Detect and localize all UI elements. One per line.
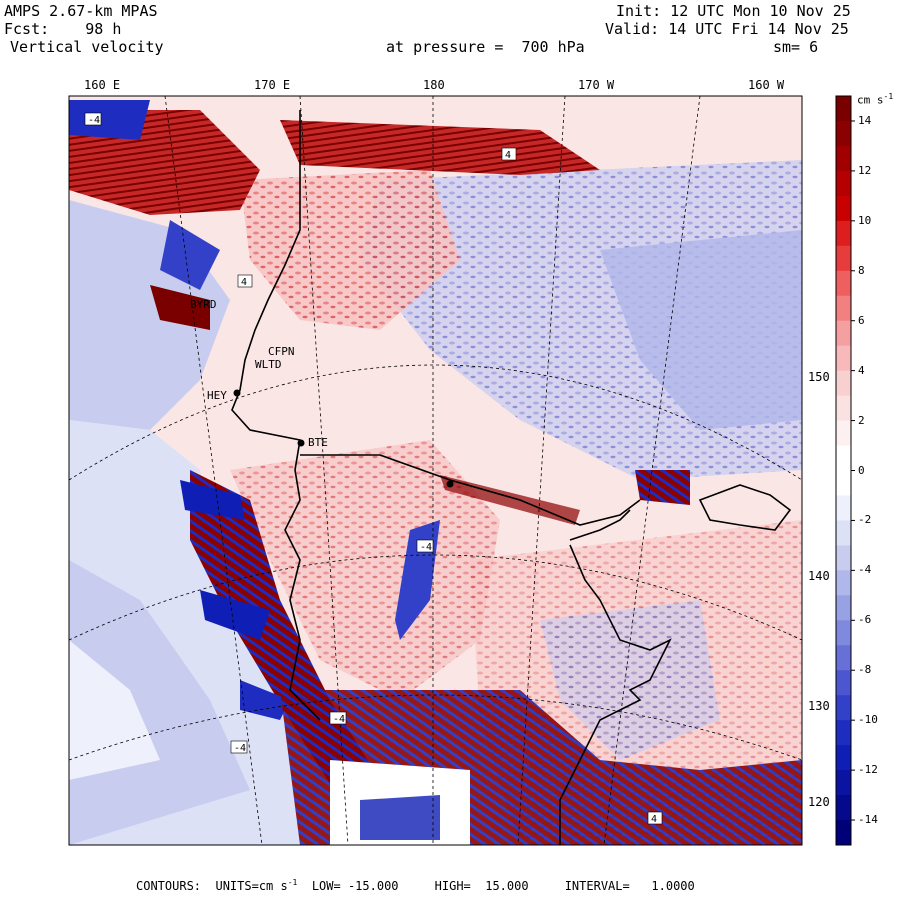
colorbar-tick-label: 10: [858, 213, 872, 227]
contour-labels: -4 4 -4 4 -4 4 -4: [84, 112, 663, 825]
colorbar-tick-label: 12: [858, 163, 872, 177]
contour-label-3: -4: [416, 539, 434, 553]
colorbar-swatch: [836, 470, 851, 496]
colorbar-tick-label: -6: [858, 613, 872, 627]
svg-text:4: 4: [241, 277, 247, 288]
colorbar-swatch: [836, 420, 851, 447]
colorbar-swatch: [836, 120, 851, 147]
colorbar-tick-label: -2: [858, 513, 872, 527]
colorbar-swatch: [836, 220, 851, 247]
colorbar-swatch: [836, 570, 851, 596]
colorbar-swatch: [836, 145, 851, 172]
station-label-hey: HEY: [207, 389, 227, 402]
colorbar-swatch: [836, 695, 851, 721]
model-title: AMPS 2.67-km MPAS: [4, 2, 158, 20]
colorbar-swatch: [836, 195, 851, 222]
lon-label-160w: 160 W: [748, 78, 785, 92]
plot-frame: [68, 95, 803, 846]
svg-text:-4: -4: [88, 115, 100, 126]
contour-label-1: -4: [84, 112, 102, 126]
colorbar-swatch: [836, 96, 851, 122]
contour-label-7: -4: [230, 740, 248, 754]
colorbar-swatch: [836, 445, 851, 471]
lon-label-160e: 160 E: [84, 78, 121, 92]
lat-label-150w: 150 W: [808, 370, 845, 384]
lat-label-130w: 130 W: [808, 699, 845, 713]
colorbar-swatch: [836, 270, 851, 297]
colorbar-swatch: [836, 370, 851, 397]
lon-label-180: 180: [423, 78, 445, 92]
smoothing-value: sm= 6: [773, 38, 819, 56]
colorbar-swatch: [836, 545, 851, 571]
colorbar-swatch: [836, 170, 851, 197]
svg-text:-4: -4: [420, 542, 432, 553]
station-label-bte: BTE: [308, 436, 328, 449]
lat-label-140w: 140 W: [808, 569, 845, 583]
colorbar-tick-label: -12: [858, 763, 878, 777]
colorbar-swatch: [836, 245, 851, 272]
colorbar-swatch: [836, 395, 851, 422]
lon-label-170e: 170 E: [254, 78, 291, 92]
colorbar-tick-label: 14: [858, 113, 872, 127]
station-label-cfpn: CFPN: [268, 345, 295, 358]
footer-contours: CONTOURS: UNITS=cm s-1 LOW= -15.000 HIGH…: [136, 878, 695, 893]
colorbar-swatch: [836, 795, 851, 821]
colorbar-swatch: [836, 720, 851, 746]
colorbar: [835, 95, 855, 846]
colorbar-swatch: [836, 670, 851, 696]
colorbar-swatch: [836, 745, 851, 771]
colorbar-tick-label: 2: [858, 413, 865, 427]
colorbar-swatch: [836, 645, 851, 671]
pressure-level: at pressure = 700 hPa: [386, 38, 585, 56]
colorbar-tick-label: 0: [858, 463, 865, 477]
svg-text:-4: -4: [234, 743, 246, 754]
station-markers: BTE CFPN WLTD HEY BYRD: [190, 298, 454, 488]
station-label-byrd: BYRD: [190, 298, 217, 311]
colorbar-tick-label: 8: [858, 263, 865, 277]
forecast-prefix: Fcst:: [4, 20, 50, 38]
forecast-label: Fcst: 98 h: [4, 20, 121, 38]
contour-label-6: 4: [647, 811, 663, 825]
colorbar-units: cm s-1: [857, 92, 894, 107]
station-label-wltd: WLTD: [255, 358, 282, 371]
colorbar-swatch: [836, 520, 851, 546]
vertical-velocity-field: [69, 96, 802, 845]
coastline: [231, 110, 792, 845]
svg-text:4: 4: [651, 814, 657, 825]
contour-label-4: 4: [501, 147, 517, 161]
colorbar-tick-label: -10: [858, 713, 878, 727]
colorbar-swatch: [836, 495, 851, 521]
colorbar-swatch: [836, 820, 851, 846]
init-time: Init: 12 UTC Mon 10 Nov 25: [616, 2, 851, 20]
colorbar-tick-label: 4: [858, 363, 865, 377]
colorbar-tick-label: -14: [858, 813, 878, 827]
forecast-hours: 98 h: [85, 20, 122, 38]
colorbar-swatch: [836, 320, 851, 347]
svg-text:-4: -4: [333, 714, 345, 725]
contour-label-5: -4: [329, 711, 347, 725]
colorbar-swatch: [836, 620, 851, 646]
colorbar-tick-label: 6: [858, 313, 865, 327]
field-name: Vertical velocity: [10, 38, 164, 56]
colorbar-swatch: [836, 770, 851, 796]
lat-label-120w: 120 W: [808, 795, 845, 809]
contour-label-2: 4: [237, 274, 253, 288]
colorbar-swatch: [836, 345, 851, 372]
colorbar-swatch: [836, 595, 851, 621]
lon-label-170w: 170 W: [578, 78, 615, 92]
valid-time: Valid: 14 UTC Fri 14 Nov 25: [605, 20, 849, 38]
colorbar-tick-label: -8: [858, 663, 872, 677]
colorbar-swatch: [836, 295, 851, 322]
colorbar-tick-label: -4: [858, 563, 872, 577]
svg-text:4: 4: [505, 150, 511, 161]
